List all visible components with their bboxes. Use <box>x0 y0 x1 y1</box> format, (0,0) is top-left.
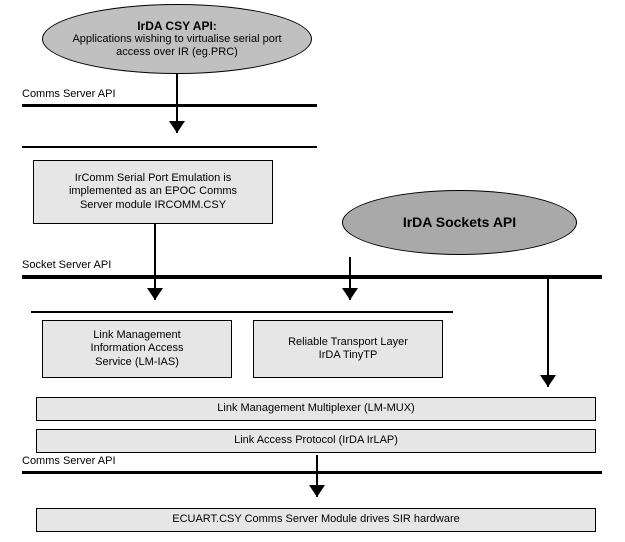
arrows-layer <box>0 0 625 542</box>
